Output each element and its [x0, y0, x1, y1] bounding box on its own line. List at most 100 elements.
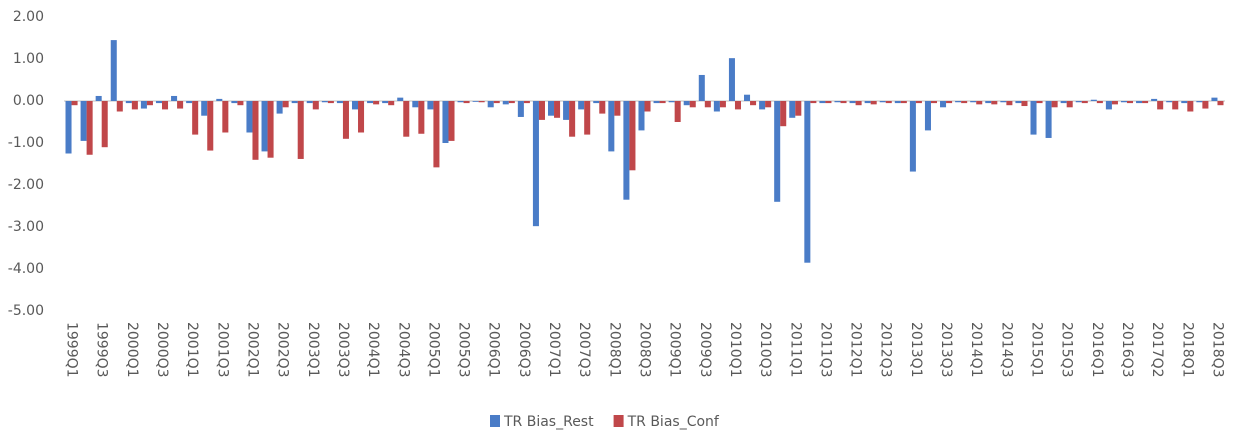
bar	[95, 95, 102, 101]
x-tick-label: 2009Q1	[667, 322, 683, 378]
bar	[930, 101, 938, 104]
bar	[222, 101, 229, 133]
x-tick-label: 2005Q3	[456, 322, 472, 378]
bar	[1126, 101, 1134, 104]
x-tick-label: 2002Q3	[275, 322, 291, 378]
bar	[719, 101, 726, 108]
bar	[1202, 101, 1209, 109]
x-tick-label: 2008Q3	[637, 322, 653, 378]
bar	[71, 101, 78, 106]
bar	[765, 101, 772, 108]
bar	[810, 101, 817, 104]
bar	[412, 101, 419, 108]
bar	[403, 101, 410, 137]
x-tick-label: 2012Q1	[848, 322, 864, 378]
bar	[704, 101, 711, 108]
x-tick-label: 2010Q1	[727, 322, 743, 378]
bar	[683, 101, 690, 106]
bar	[1096, 101, 1103, 104]
bar	[713, 101, 720, 112]
bar	[789, 101, 796, 118]
bar	[1090, 99, 1097, 101]
bar	[523, 101, 530, 104]
bar	[970, 101, 977, 103]
bar	[155, 101, 163, 104]
bar	[457, 101, 464, 103]
bar	[276, 101, 283, 114]
bar	[388, 101, 395, 106]
bar	[246, 101, 253, 133]
bar	[1030, 101, 1037, 135]
bar	[584, 101, 591, 135]
bar	[493, 101, 500, 104]
y-tick-label: -1.00	[8, 135, 44, 151]
bar	[433, 101, 440, 168]
bar	[110, 40, 117, 101]
bar	[171, 95, 178, 101]
bar	[885, 101, 892, 104]
bar	[623, 101, 630, 200]
bar	[125, 101, 132, 104]
bar	[1051, 101, 1058, 108]
bar	[728, 58, 735, 101]
x-tick-label: 2004Q3	[395, 322, 411, 378]
bar	[819, 101, 826, 104]
bar	[1015, 101, 1022, 104]
bar	[131, 101, 138, 110]
bar	[336, 101, 343, 104]
bar	[1075, 101, 1082, 103]
bar	[448, 101, 455, 141]
bar	[101, 101, 108, 148]
bar	[1111, 101, 1118, 105]
x-tick-label: 2011Q3	[817, 322, 833, 378]
bar	[312, 101, 319, 110]
bar	[237, 101, 244, 106]
bar	[638, 101, 645, 131]
y-tick-label: -3.00	[8, 219, 44, 235]
bar	[367, 101, 374, 104]
y-tick-label: -4.00	[8, 261, 44, 277]
x-tick-label: 2011Q1	[787, 322, 803, 378]
bar	[644, 101, 651, 112]
legend-label: TR Bias_Conf	[627, 414, 720, 430]
bar	[674, 101, 681, 122]
x-tick-label: 2000Q1	[124, 322, 140, 378]
bar	[1120, 101, 1127, 103]
bar	[442, 101, 449, 143]
bar	[418, 101, 425, 134]
bar	[924, 101, 931, 131]
bar	[517, 101, 524, 117]
bar	[472, 101, 479, 102]
x-tick-label: 2000Q3	[154, 322, 170, 378]
bar	[870, 101, 877, 105]
x-tick-label: 2006Q3	[516, 322, 532, 378]
bar	[321, 101, 328, 103]
bar	[1021, 101, 1028, 107]
bar	[1217, 101, 1224, 106]
bar	[1211, 97, 1218, 101]
bar	[86, 101, 93, 155]
bar	[207, 101, 214, 151]
bar	[834, 101, 841, 103]
bar	[358, 101, 365, 133]
x-tick-label: 2014Q3	[998, 322, 1014, 378]
bar	[548, 101, 555, 116]
bar	[698, 74, 705, 101]
bar	[614, 101, 621, 116]
bar	[849, 101, 856, 104]
bar	[1066, 101, 1073, 108]
bar	[508, 101, 515, 104]
x-tick-label: 2007Q3	[576, 322, 592, 378]
bar	[864, 101, 871, 104]
bar	[186, 101, 193, 104]
bar	[629, 101, 636, 171]
bar	[532, 101, 539, 227]
x-tick-label: 2001Q1	[184, 322, 200, 378]
bar	[985, 101, 992, 104]
bar	[80, 101, 87, 141]
y-tick-label: 2.00	[13, 9, 44, 25]
bar	[554, 101, 561, 118]
bar	[744, 94, 751, 101]
bar	[1006, 101, 1013, 106]
bar	[201, 101, 208, 116]
